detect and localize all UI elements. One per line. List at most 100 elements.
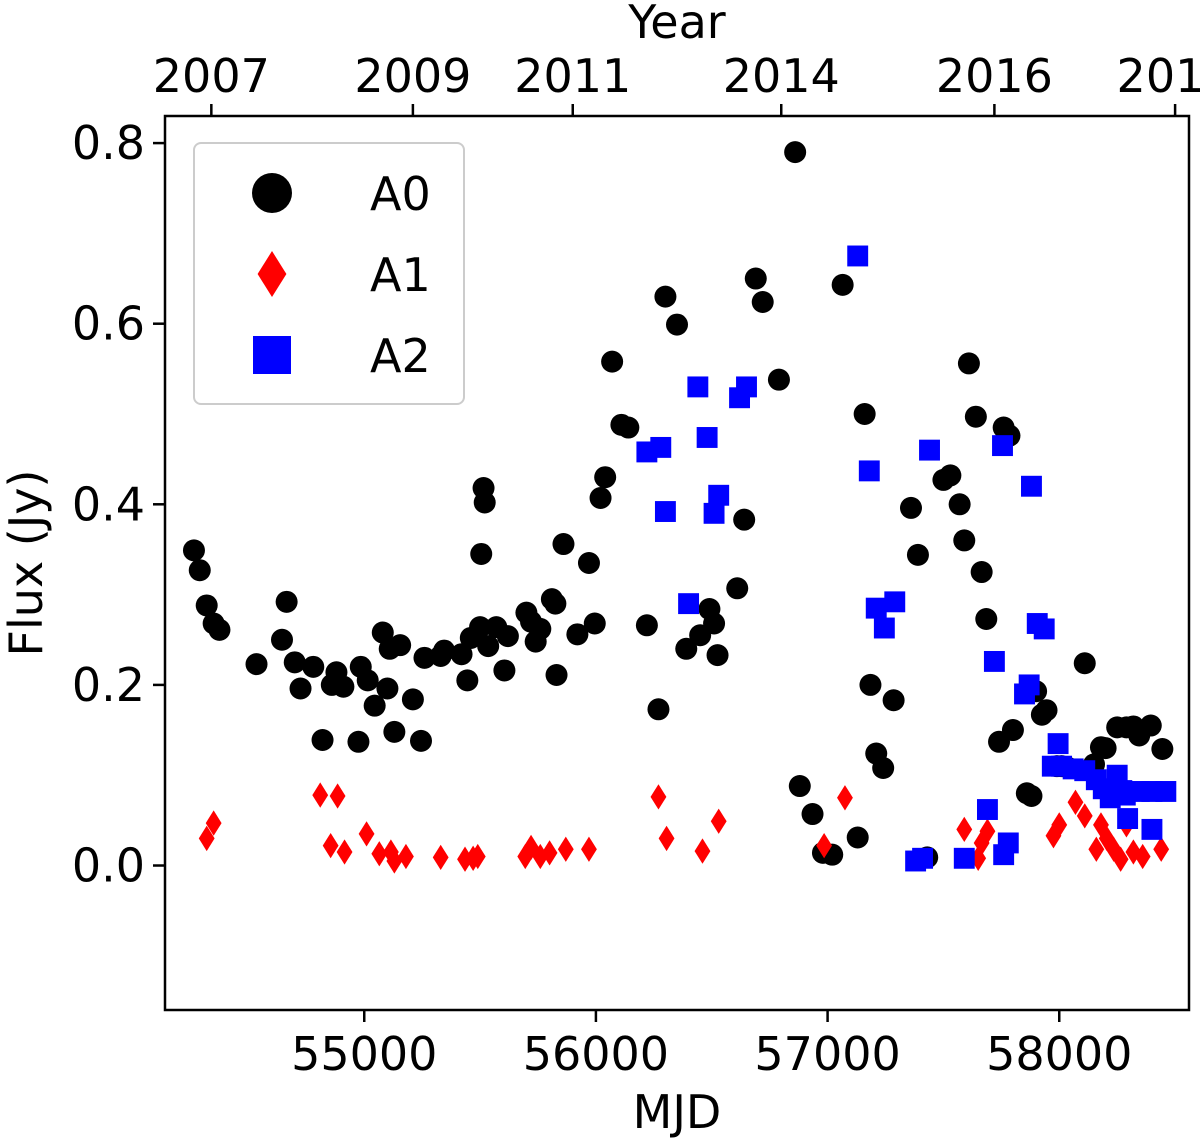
point-a0-90 xyxy=(964,405,987,428)
point-a0-11 xyxy=(311,728,334,751)
point-a1-35 xyxy=(1088,836,1105,862)
point-a0-64 xyxy=(706,644,729,667)
point-a0-92 xyxy=(975,607,998,630)
point-a2-10 xyxy=(847,245,869,267)
point-a2-21 xyxy=(992,435,1013,457)
x-tick-label-58000: 58000 xyxy=(986,1027,1132,1081)
point-a0-75 xyxy=(831,273,854,296)
point-a0-66 xyxy=(733,508,756,531)
point-a0-88 xyxy=(953,529,976,552)
point-a1-11 xyxy=(432,844,449,871)
legend-label-a1: A1 xyxy=(370,248,431,302)
point-a0-32 xyxy=(469,616,492,639)
point-a0-10 xyxy=(302,655,325,678)
point-a1-19 xyxy=(557,836,574,862)
point-a2-28 xyxy=(1033,618,1055,640)
point-a1-18 xyxy=(541,840,558,866)
point-a0-65 xyxy=(726,577,749,600)
point-a0-58 xyxy=(654,285,677,308)
point-a0-71 xyxy=(788,775,811,798)
point-a1-37 xyxy=(1098,825,1115,852)
point-a0-1 xyxy=(188,559,211,582)
point-a0-98 xyxy=(1020,784,1043,807)
point-a1-22 xyxy=(658,825,675,852)
point-a2-44 xyxy=(1155,781,1177,802)
y-tick-label-0.0: 0.0 xyxy=(72,839,145,893)
point-a0-8 xyxy=(283,651,306,674)
point-a2-23 xyxy=(997,832,1019,854)
point-a0-43 xyxy=(529,617,552,640)
top-x-axis: 2007 2009 2011 2014 2016 2018 xyxy=(153,49,1200,116)
x-tick-label-57000: 57000 xyxy=(754,1027,900,1081)
point-a1-3 xyxy=(322,832,339,859)
point-a0-7 xyxy=(275,590,298,613)
point-a0-72 xyxy=(801,803,824,826)
point-a0-77 xyxy=(853,403,876,425)
top-tick-label-2014: 2014 xyxy=(723,49,840,103)
y-tick-label-0.2: 0.2 xyxy=(72,658,145,712)
x-tick-label-55000: 55000 xyxy=(291,1027,437,1081)
point-a0-56 xyxy=(635,614,658,637)
point-a1-9 xyxy=(386,848,403,874)
point-a0-35 xyxy=(473,491,496,514)
point-a2-4 xyxy=(687,376,709,398)
point-a1-0 xyxy=(198,825,215,852)
point-a0-83 xyxy=(906,543,929,566)
point-a1-32 xyxy=(1051,812,1068,838)
top-tick-label-2016: 2016 xyxy=(936,49,1053,103)
legend-marker-a0 xyxy=(252,173,292,213)
point-a0-6 xyxy=(270,628,293,651)
point-a0-68 xyxy=(751,291,774,314)
point-a0-80 xyxy=(872,756,895,779)
point-a2-11 xyxy=(858,460,880,482)
point-a0-46 xyxy=(545,663,568,686)
point-a0-78 xyxy=(859,673,882,696)
point-a0-29 xyxy=(450,643,473,666)
point-a0-20 xyxy=(376,677,399,700)
point-a2-25 xyxy=(1018,674,1040,696)
point-a1-42 xyxy=(1134,843,1151,870)
point-a0-51 xyxy=(589,486,612,509)
point-a0-15 xyxy=(347,730,370,753)
point-a1-20 xyxy=(581,836,597,862)
point-a2-9 xyxy=(736,376,757,398)
point-a0-76 xyxy=(846,826,869,849)
point-a2-20 xyxy=(983,650,1005,672)
point-a0-33 xyxy=(470,542,493,565)
point-a1-6 xyxy=(358,821,375,847)
point-a0-108 xyxy=(1094,737,1117,760)
x-tick-label-56000: 56000 xyxy=(523,1027,669,1081)
point-a1-33 xyxy=(1067,789,1084,815)
point-a2-6 xyxy=(703,502,725,524)
point-a2-14 xyxy=(884,591,906,613)
point-a1-24 xyxy=(710,808,727,834)
point-a1-43 xyxy=(1153,836,1170,862)
point-a1-30 xyxy=(979,818,996,844)
point-a1-7 xyxy=(371,841,388,867)
point-a0-86 xyxy=(939,464,962,487)
point-a0-47 xyxy=(552,533,575,556)
top-x-axis-title: Year xyxy=(627,0,725,49)
series-a2 xyxy=(636,245,1177,872)
x-axis-title: MJD xyxy=(633,1085,722,1139)
legend: A0 A1 A2 xyxy=(193,142,465,405)
point-a0-4 xyxy=(208,618,231,641)
point-a0-5 xyxy=(245,653,268,676)
point-a0-17 xyxy=(356,669,379,692)
legend-label-a2: A2 xyxy=(370,329,431,383)
point-a0-53 xyxy=(601,350,624,373)
point-a0-113 xyxy=(1139,714,1162,737)
y-axis-title: Flux (Jy) xyxy=(0,470,53,657)
point-a1-2 xyxy=(312,782,329,808)
point-a2-1 xyxy=(650,436,672,458)
legend-marker-a2 xyxy=(253,336,291,374)
bottom-x-axis: 55000 56000 57000 58000 xyxy=(291,1010,1132,1081)
point-a0-82 xyxy=(899,496,922,519)
point-a2-42 xyxy=(1141,818,1163,840)
point-a0-55 xyxy=(617,416,640,439)
point-a2-13 xyxy=(873,617,895,639)
point-a1-23 xyxy=(694,838,711,864)
data-marks xyxy=(182,141,1177,874)
point-a1-5 xyxy=(336,839,353,865)
